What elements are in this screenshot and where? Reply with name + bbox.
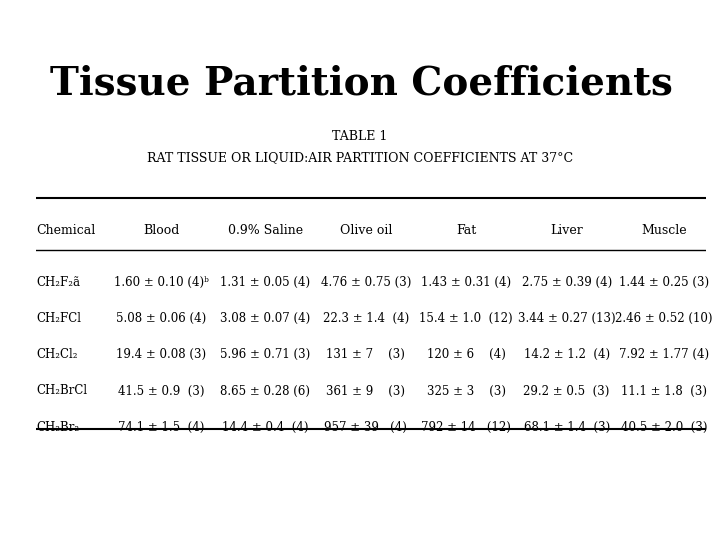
Text: 0.9% Saline: 0.9% Saline [228,224,303,237]
Text: 2.75 ± 0.39 (4): 2.75 ± 0.39 (4) [521,275,612,288]
Text: 5.08 ± 0.06 (4): 5.08 ± 0.06 (4) [117,312,207,325]
Text: 131 ± 7    (3): 131 ± 7 (3) [326,348,405,361]
Text: Liver: Liver [550,224,583,237]
Text: 120 ± 6    (4): 120 ± 6 (4) [427,348,505,361]
Text: CH₂FCl: CH₂FCl [36,312,81,325]
Text: 361 ± 9    (3): 361 ± 9 (3) [326,384,405,397]
Text: 8.65 ± 0.28 (6): 8.65 ± 0.28 (6) [220,384,310,397]
Text: Olive oil: Olive oil [340,224,392,237]
Text: Tissue Partition Coefficients: Tissue Partition Coefficients [50,65,673,103]
Text: 957 ± 39   (4): 957 ± 39 (4) [324,421,408,434]
Text: 1.60 ± 0.10 (4)ᵇ: 1.60 ± 0.10 (4)ᵇ [114,275,209,288]
Text: 11.1 ± 1.8  (3): 11.1 ± 1.8 (3) [621,384,707,397]
Text: CH₂BrCl: CH₂BrCl [36,384,87,397]
Text: 1.43 ± 0.31 (4): 1.43 ± 0.31 (4) [421,275,511,288]
Text: TABLE 1: TABLE 1 [333,130,387,143]
Text: 3.44 ± 0.27 (13): 3.44 ± 0.27 (13) [518,312,616,325]
Text: CH₂F₂ã: CH₂F₂ã [36,275,80,288]
Text: 1.44 ± 0.25 (3): 1.44 ± 0.25 (3) [618,275,708,288]
Text: Chemical: Chemical [36,224,95,237]
Text: 3.08 ± 0.07 (4): 3.08 ± 0.07 (4) [220,312,310,325]
Text: Blood: Blood [143,224,180,237]
Text: 29.2 ± 0.5  (3): 29.2 ± 0.5 (3) [523,384,610,397]
Text: 22.3 ± 1.4  (4): 22.3 ± 1.4 (4) [323,312,409,325]
Text: 68.1 ± 1.4  (3): 68.1 ± 1.4 (3) [523,421,610,434]
Text: 40.5 ± 2.0  (3): 40.5 ± 2.0 (3) [621,421,707,434]
Text: 792 ± 14   (12): 792 ± 14 (12) [421,421,511,434]
Text: 2.46 ± 0.52 (10): 2.46 ± 0.52 (10) [615,312,713,325]
Text: 14.4 ± 0.4  (4): 14.4 ± 0.4 (4) [222,421,309,434]
Text: 74.1 ± 1.5  (4): 74.1 ± 1.5 (4) [118,421,204,434]
Text: 325 ± 3    (3): 325 ± 3 (3) [427,384,505,397]
Text: 41.5 ± 0.9  (3): 41.5 ± 0.9 (3) [118,384,204,397]
Text: Fat: Fat [456,224,477,237]
Text: CH₂Cl₂: CH₂Cl₂ [36,348,78,361]
Text: CH₂Br₂: CH₂Br₂ [36,421,79,434]
Text: 15.4 ± 1.0  (12): 15.4 ± 1.0 (12) [420,312,513,325]
Text: Muscle: Muscle [641,224,687,237]
Text: 19.4 ± 0.08 (3): 19.4 ± 0.08 (3) [117,348,207,361]
Text: 4.76 ± 0.75 (3): 4.76 ± 0.75 (3) [320,275,411,288]
Text: RAT TISSUE OR LIQUID:AIR PARTITION COEFFICIENTS AT 37°C: RAT TISSUE OR LIQUID:AIR PARTITION COEFF… [147,151,573,164]
Text: 14.2 ± 1.2  (4): 14.2 ± 1.2 (4) [523,348,610,361]
Text: 5.96 ± 0.71 (3): 5.96 ± 0.71 (3) [220,348,310,361]
Text: 1.31 ± 0.05 (4): 1.31 ± 0.05 (4) [220,275,310,288]
Text: 7.92 ± 1.77 (4): 7.92 ± 1.77 (4) [618,348,708,361]
